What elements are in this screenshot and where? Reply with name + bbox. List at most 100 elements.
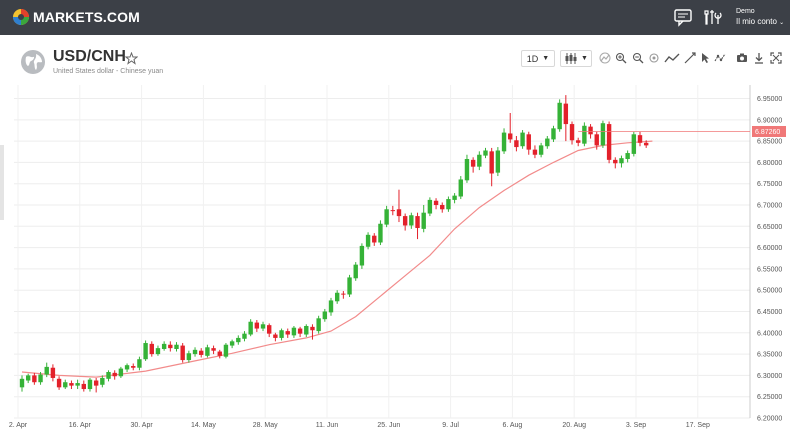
candle-body <box>118 368 124 377</box>
candle-body <box>100 377 105 385</box>
candle-body <box>223 344 229 357</box>
candle <box>100 375 105 388</box>
candle-body <box>495 150 501 173</box>
compare-icon[interactable] <box>599 52 611 64</box>
candle-body <box>588 126 593 135</box>
candle-body <box>526 134 531 150</box>
candle-body <box>446 199 451 210</box>
indicator-icon[interactable] <box>664 52 680 64</box>
candle <box>87 377 93 392</box>
candle <box>242 331 247 342</box>
candle-body <box>508 133 513 140</box>
candle <box>304 324 309 338</box>
candle-body <box>192 349 198 355</box>
panel-scroll-handle[interactable] <box>0 145 4 220</box>
x-tick-label: 30. Apr <box>131 422 154 429</box>
tools-icon[interactable] <box>701 6 723 28</box>
candle <box>532 145 538 159</box>
candle-body <box>347 277 352 295</box>
candle <box>161 341 167 351</box>
candle <box>538 142 544 158</box>
candle-body <box>501 132 507 152</box>
brand-logo[interactable]: MARKETS.COM <box>12 8 140 26</box>
candle <box>248 319 253 337</box>
candle <box>81 380 86 392</box>
zoom-in-icon[interactable] <box>615 52 627 64</box>
candle <box>297 326 303 338</box>
y-tick-label: 6.65000 <box>757 224 782 231</box>
candle <box>359 243 365 269</box>
chart-type-select[interactable]: ▼ <box>560 50 592 67</box>
candle-body <box>236 337 241 343</box>
candle-body <box>470 159 476 167</box>
camera-icon[interactable] <box>736 52 748 64</box>
favorite-star-icon[interactable] <box>125 52 138 65</box>
cursor-icon[interactable] <box>699 52 711 64</box>
candle-body <box>93 380 99 386</box>
candle <box>38 371 43 385</box>
candle <box>149 341 154 357</box>
instrument-description: United States dollar - Chinese yuan <box>53 68 164 75</box>
candle <box>273 332 278 342</box>
candle <box>402 213 408 231</box>
candle <box>291 325 297 338</box>
account-menu[interactable]: Demo Il mio conto ⌄ <box>736 7 784 29</box>
candle-body <box>87 379 93 390</box>
candle-body <box>131 366 136 368</box>
candle-body <box>576 140 581 143</box>
candle-body <box>625 153 630 160</box>
candle <box>285 328 290 338</box>
y-tick-label: 6.90000 <box>757 117 782 124</box>
top-bar: MARKETS.COM Demo Il mio conto ⌄ <box>0 0 790 35</box>
candle-body <box>310 326 315 331</box>
candle <box>347 274 352 298</box>
candle <box>229 339 235 349</box>
reset-zoom-icon[interactable] <box>648 52 660 64</box>
price-chart[interactable]: 6.95000 6.90000 6.85000 6.80000 6.75000 6.700… <box>0 35 790 434</box>
y-tick-label: 6.35000 <box>757 352 782 359</box>
crosshair-icon[interactable] <box>684 52 696 64</box>
candle <box>69 380 74 390</box>
candle <box>186 350 192 363</box>
account-mode: Demo <box>736 8 755 15</box>
candle-body <box>514 140 519 148</box>
caret-down-icon: ▼ <box>581 55 588 62</box>
candle <box>643 140 649 148</box>
x-tick-label: 17. Sep <box>686 422 710 429</box>
zoom-out-icon[interactable] <box>632 52 644 64</box>
candles-icon <box>565 53 577 64</box>
candle-body <box>532 149 538 155</box>
candle-body <box>402 216 408 226</box>
download-icon[interactable] <box>753 52 765 64</box>
candle-body <box>637 135 643 143</box>
candle-body <box>205 347 210 356</box>
timeframe-select[interactable]: 1D ▼ <box>521 50 555 67</box>
candle-body <box>137 359 142 368</box>
drawing-icon[interactable] <box>714 52 726 64</box>
candle <box>477 151 482 171</box>
candle-body <box>334 292 340 302</box>
x-tick-label: 16. Apr <box>69 422 92 429</box>
chat-icon[interactable] <box>672 6 694 28</box>
candle <box>545 136 550 149</box>
candle <box>180 343 185 363</box>
candle <box>254 320 260 332</box>
candle-body <box>563 103 569 125</box>
candle <box>396 189 402 223</box>
candle <box>124 363 130 372</box>
fullscreen-icon[interactable] <box>770 52 782 64</box>
y-tick-label: 6.75000 <box>757 181 782 188</box>
y-tick-label: 6.80000 <box>757 160 782 167</box>
x-tick-label: 11. Jun <box>316 422 339 429</box>
candle-body <box>81 383 86 390</box>
candle-body <box>106 371 111 379</box>
candle <box>174 342 179 352</box>
candle-body <box>304 325 309 335</box>
candle-body <box>384 209 389 225</box>
x-tick-label: 3. Sep <box>626 422 646 429</box>
candle-body <box>643 142 649 146</box>
globe-icon <box>21 50 45 74</box>
candle <box>409 212 414 229</box>
candle-body <box>50 367 56 378</box>
candle-body <box>421 212 426 229</box>
